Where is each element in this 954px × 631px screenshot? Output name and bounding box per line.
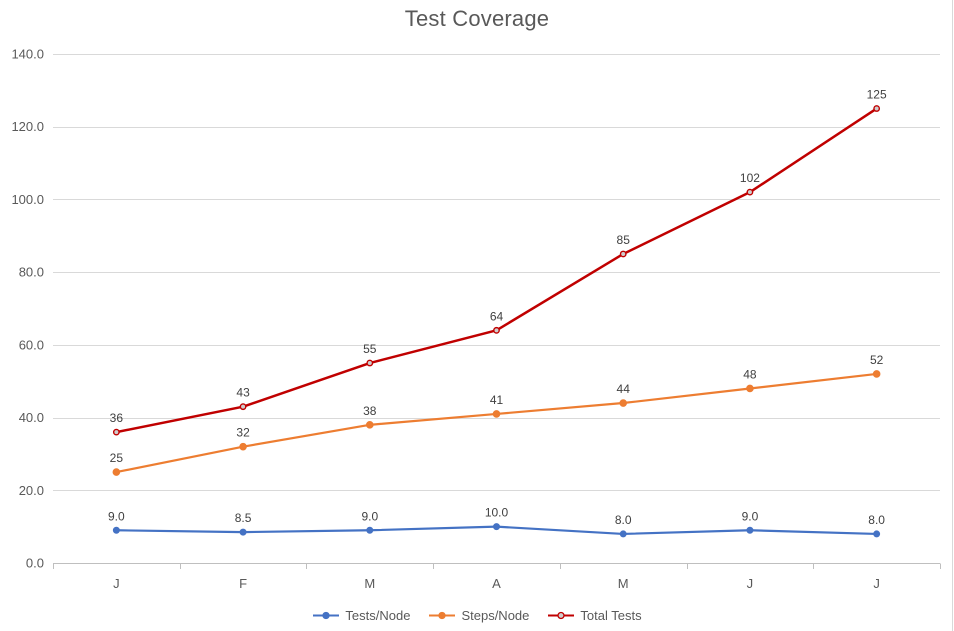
data-point-label: 8.0 (868, 513, 885, 527)
y-axis-label: 140.0 (11, 47, 44, 62)
data-point-label: 44 (617, 382, 631, 396)
legend-label: Total Tests (580, 608, 642, 623)
data-point-marker (493, 523, 501, 531)
legend-marker-icon (313, 611, 340, 620)
series-line-2 (115, 372, 878, 474)
x-axis-label: J (747, 576, 754, 591)
y-axis-label: 40.0 (19, 410, 44, 425)
data-point-label: 8.0 (615, 513, 632, 527)
y-axis-label: 80.0 (19, 265, 44, 280)
legend-label: Steps/Node (461, 608, 530, 623)
series-line-3 (115, 107, 878, 434)
legend-item-2: Steps/Node (428, 608, 529, 623)
data-point-label: 25 (110, 451, 124, 465)
x-axis-label: M (618, 576, 629, 591)
data-point-label: 8.5 (235, 511, 252, 525)
x-axis-label: A (492, 576, 501, 591)
x-axis-label: J (873, 576, 880, 591)
data-point-marker (365, 421, 374, 429)
legend-marker-icon (429, 611, 456, 620)
data-point-marker (873, 105, 881, 112)
y-axis-label: 20.0 (19, 483, 44, 498)
data-point-marker (492, 410, 501, 418)
data-point-label: 38 (363, 404, 377, 418)
data-point-marker (239, 442, 247, 451)
data-point-label: 55 (363, 342, 377, 356)
data-point-marker (619, 250, 627, 258)
data-point-marker (112, 468, 121, 476)
chart-legend: Tests/Node Steps/Node Total Tests (0, 608, 954, 623)
x-axis-label: J (113, 576, 120, 591)
data-point-marker (873, 530, 881, 538)
data-point-marker (619, 399, 628, 407)
data-point-label: 9.0 (742, 509, 759, 523)
data-point-label: 125 (867, 88, 887, 102)
data-point-label: 102 (740, 171, 760, 185)
data-point-marker (493, 326, 500, 334)
data-point-marker (619, 530, 627, 538)
data-point-label: 9.0 (361, 509, 378, 523)
data-point-marker (112, 428, 120, 436)
data-point-label: 43 (236, 386, 250, 400)
data-point-marker (112, 526, 120, 534)
legend-label: Tests/Node (345, 608, 411, 623)
legend-item-3: Total Tests (547, 608, 642, 623)
data-point-marker (872, 370, 881, 378)
legend-marker-icon (548, 611, 575, 620)
data-point-label: 32 (236, 426, 250, 440)
data-point-label: 64 (490, 309, 504, 323)
data-point-label: 85 (617, 233, 631, 247)
y-axis-label: 0.0 (26, 556, 44, 571)
data-point-label: 9.0 (108, 509, 125, 523)
x-axis-label: F (239, 576, 247, 591)
data-point-marker (746, 188, 754, 196)
data-point-label: 36 (110, 411, 124, 425)
y-axis-label: 60.0 (19, 337, 44, 352)
y-axis-label: 100.0 (11, 192, 44, 207)
data-point-marker (366, 359, 374, 367)
data-point-label: 10.0 (485, 506, 509, 520)
data-point-marker (366, 526, 374, 534)
data-point-marker (746, 384, 754, 393)
chart-right-border-line (952, 0, 953, 631)
data-point-marker (239, 528, 247, 536)
x-axis-label: M (364, 576, 375, 591)
data-point-label: 41 (490, 393, 504, 407)
data-point-marker (746, 526, 754, 534)
y-axis-label: 120.0 (11, 119, 44, 134)
data-point-label: 48 (743, 367, 757, 381)
legend-item-1: Tests/Node (312, 608, 410, 623)
chart-title: Test Coverage (404, 6, 550, 31)
data-point-marker (239, 403, 247, 411)
data-point-label: 52 (870, 353, 884, 367)
